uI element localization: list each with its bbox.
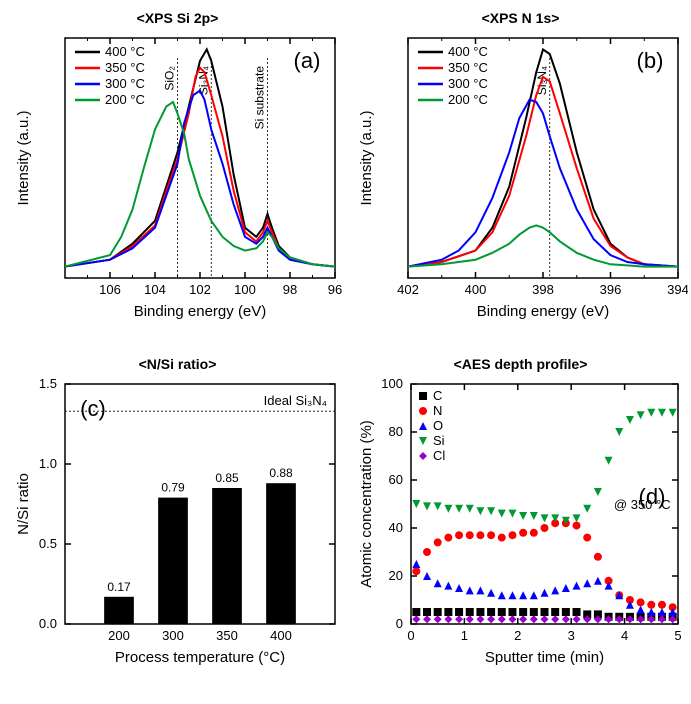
svg-text:4: 4 [621,628,628,643]
panel-c: <N/Si ratio> 0.0 0.5 1.0 1.5 Ideal Si₃N₄ 0.17… [10,356,345,694]
svg-text:Si: Si [433,433,445,448]
svg-text:C: C [433,388,442,403]
svg-text:100: 100 [381,376,403,391]
panel-a: <XPS Si 2p> 1061041021009896SiO₂Si₃N₄Si … [10,10,345,348]
panel-b-title: <XPS N 1s> [353,10,688,26]
svg-text:300: 300 [162,628,184,643]
svg-text:SiO₂: SiO₂ [163,66,177,91]
svg-text:300 °C: 300 °C [448,76,488,91]
svg-text:398: 398 [532,282,554,297]
svg-text:2: 2 [514,628,521,643]
svg-text:1: 1 [461,628,468,643]
svg-text:106: 106 [99,282,121,297]
svg-text:1.0: 1.0 [39,456,57,471]
svg-text:350: 350 [216,628,238,643]
svg-text:N/Si ratio: N/Si ratio [15,473,32,535]
svg-text:0.5: 0.5 [39,536,57,551]
svg-text:(d): (d) [639,484,666,509]
svg-text:(c): (c) [80,396,106,421]
svg-text:Atomic concentration (%): Atomic concentration (%) [358,420,375,588]
svg-text:300 °C: 300 °C [105,76,145,91]
svg-text:104: 104 [144,282,166,297]
svg-text:O: O [433,418,443,433]
panel-a-chart: 1061041021009896SiO₂Si₃N₄Si substrate400… [10,28,345,328]
svg-text:3: 3 [568,628,575,643]
svg-text:0.17: 0.17 [107,580,131,594]
panel-d: <AES depth profile> 0 1 2 3 4 5 0 20 40 60 80 100 CN… [353,356,688,694]
svg-text:102: 102 [189,282,211,297]
panel-d-chart: 012345020406080100CNOSiCl@ 350 °C(d)Sput… [353,374,688,674]
svg-text:5: 5 [674,628,681,643]
svg-text:200: 200 [108,628,130,643]
svg-text:1.5: 1.5 [39,376,57,391]
svg-text:Intensity (a.u.): Intensity (a.u.) [15,110,32,205]
svg-text:80: 80 [389,424,403,439]
svg-text:100: 100 [234,282,256,297]
svg-text:0: 0 [407,628,414,643]
svg-text:200 °C: 200 °C [105,92,145,107]
svg-text:N: N [433,403,442,418]
svg-text:(b): (b) [637,48,664,73]
svg-text:0.85: 0.85 [215,471,239,485]
svg-text:400: 400 [270,628,292,643]
svg-text:Sputter time (min): Sputter time (min) [485,649,604,666]
panel-a-title: <XPS Si 2p> [10,10,345,26]
svg-text:0.88: 0.88 [269,466,293,480]
panel-d-title: <AES depth profile> [353,356,688,372]
svg-text:396: 396 [600,282,622,297]
svg-text:40: 40 [389,520,403,535]
svg-text:350 °C: 350 °C [448,60,488,75]
svg-text:Process temperature (°C): Process temperature (°C) [115,649,285,666]
svg-text:0: 0 [396,616,403,631]
svg-text:0.79: 0.79 [161,481,185,495]
svg-text:60: 60 [389,472,403,487]
svg-text:98: 98 [283,282,297,297]
svg-text:Binding energy (eV): Binding energy (eV) [477,303,610,320]
panel-c-chart: 0.0 0.5 1.0 1.5 Ideal Si₃N₄ 0.17 200 0.79 300 0.8… [10,374,345,674]
svg-text:(a): (a) [294,48,321,73]
panel-b-chart: 402400398396394Si₃N₄400 °C350 °C300 °C20… [353,28,688,328]
svg-text:Si substrate: Si substrate [253,66,267,130]
svg-text:400: 400 [465,282,487,297]
svg-text:0.0: 0.0 [39,616,57,631]
svg-text:20: 20 [389,568,403,583]
svg-text:Intensity (a.u.): Intensity (a.u.) [358,110,375,205]
svg-text:Ideal Si₃N₄: Ideal Si₃N₄ [264,393,327,408]
panel-b: <XPS N 1s> 402400398396394Si₃N₄400 °C350… [353,10,688,348]
svg-text:402: 402 [397,282,419,297]
svg-text:Binding energy (eV): Binding energy (eV) [134,303,267,320]
panel-c-title: <N/Si ratio> [10,356,345,372]
svg-text:96: 96 [328,282,342,297]
svg-text:200 °C: 200 °C [448,92,488,107]
svg-text:400 °C: 400 °C [105,44,145,59]
svg-text:394: 394 [667,282,688,297]
svg-text:400 °C: 400 °C [448,44,488,59]
svg-text:350 °C: 350 °C [105,60,145,75]
svg-text:Cl: Cl [433,448,445,463]
